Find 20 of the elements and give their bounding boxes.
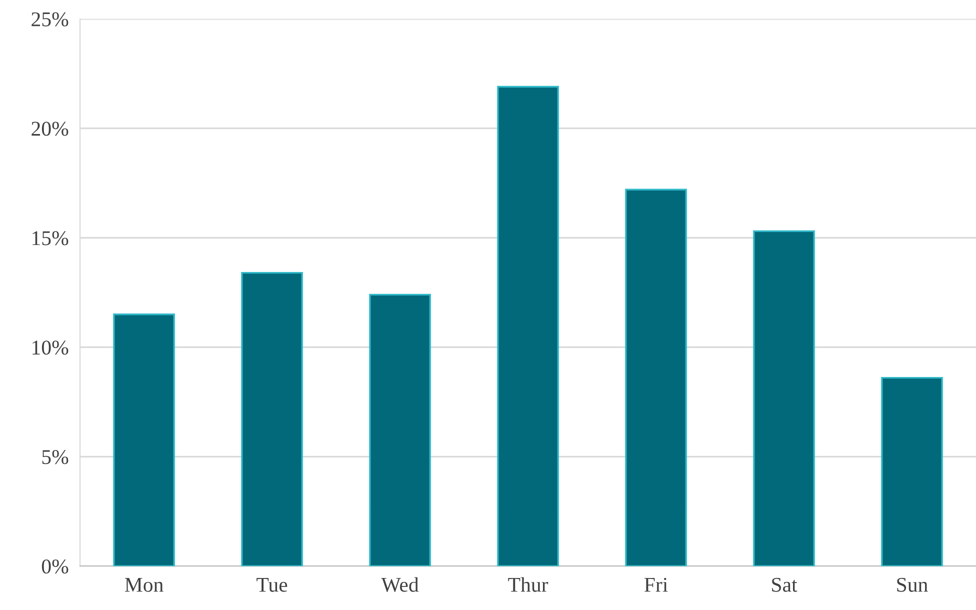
y-tick-label: 0%: [42, 559, 68, 574]
x-tick-label: Wed: [381, 577, 419, 592]
bar: [241, 272, 303, 566]
y-tick-label: 10%: [32, 340, 68, 355]
x-tick-label: Sun: [897, 578, 928, 592]
bar: [113, 314, 175, 566]
y-tick-label: 5%: [42, 450, 68, 464]
x-tick-label: Sat: [772, 578, 798, 592]
bar: [625, 188, 687, 566]
y-tick-label: 15%: [32, 231, 68, 246]
x-tick-label: Mon: [124, 578, 164, 592]
y-tick-label: 25%: [32, 12, 68, 26]
x-tick-label: Thur: [508, 577, 548, 592]
bar: [497, 86, 559, 566]
y-tick-label: 20%: [32, 122, 68, 136]
x-tick-label: Tue: [256, 578, 288, 592]
bar: [881, 377, 943, 566]
x-tick-label: Fri: [644, 578, 668, 592]
bar: [369, 294, 431, 566]
bar: [753, 230, 815, 566]
